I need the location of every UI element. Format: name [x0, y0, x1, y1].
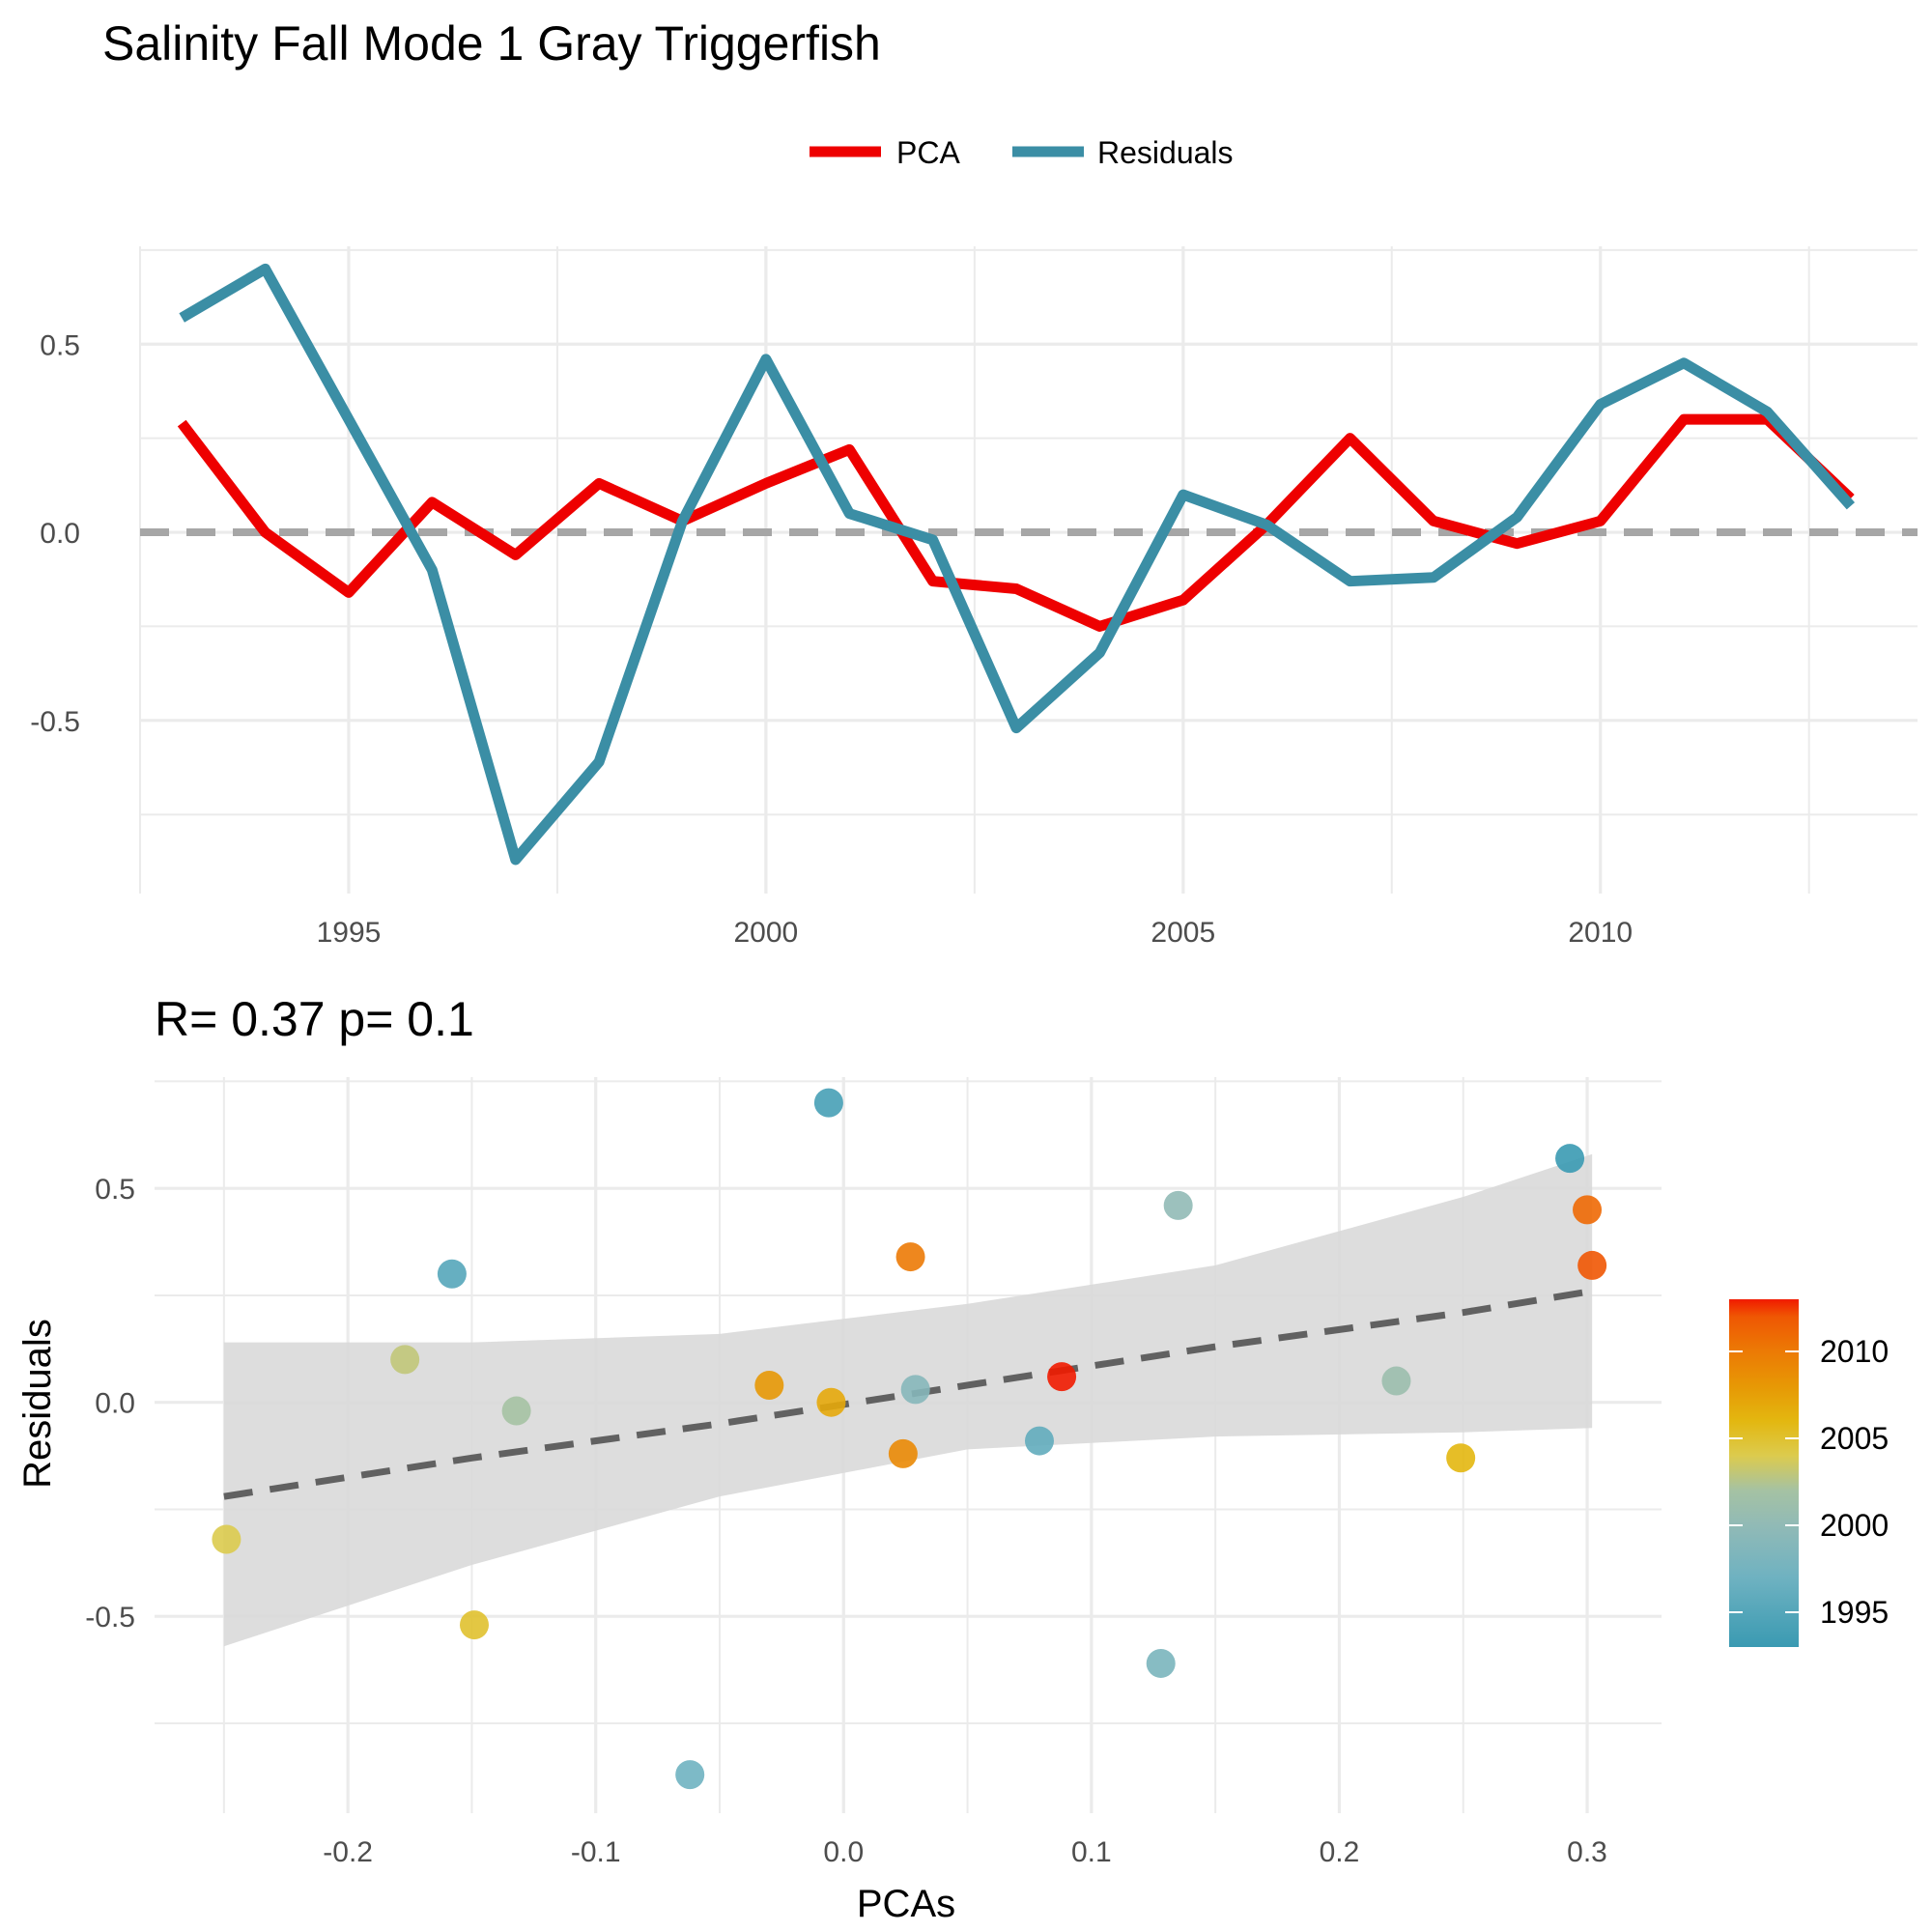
- scatter-point: [888, 1438, 918, 1468]
- x-tick-label: 2000: [734, 917, 799, 949]
- scatter-point: [754, 1370, 784, 1400]
- scatter-point: [895, 1242, 925, 1272]
- scatter-point: [437, 1259, 467, 1289]
- scatter-point: [816, 1387, 846, 1417]
- scatter-panel: -0.2 -0.1 0.0 0.1 0.2 0.3 -0.5 0.0 0.5 PCAs Resi…: [16, 1077, 1662, 1925]
- scatter-point: [1446, 1443, 1476, 1473]
- scatter-axis-ticks: -0.2 -0.1 0.0 0.1 0.2 0.3 -0.5 0.0 0.5: [85, 1174, 1607, 1868]
- chart-title: Salinity Fall Mode 1 Gray Triggerfish: [102, 16, 881, 71]
- y-tick-label: 0.5: [95, 1174, 135, 1206]
- x-tick-label: 0.2: [1320, 1836, 1360, 1868]
- scatter-point: [1573, 1195, 1603, 1225]
- scatter-point: [900, 1375, 930, 1405]
- colorbar-gradient: [1729, 1299, 1799, 1647]
- scatter-point: [1381, 1366, 1411, 1396]
- x-tick-label: 0.1: [1071, 1836, 1112, 1868]
- y-axis-title: Residuals: [16, 1319, 59, 1489]
- y-tick-label: 0.5: [40, 329, 80, 361]
- regression-fit-line: [223, 1288, 1593, 1500]
- legend-label-pca: PCA: [896, 135, 960, 170]
- x-tick-label: 0.0: [823, 1836, 864, 1868]
- scatter-point: [1555, 1144, 1585, 1174]
- colorbar-tick-label: 2000: [1820, 1508, 1889, 1543]
- colorbar-ticks: 1995 2000 2005 2010: [1729, 1334, 1889, 1630]
- scatter-point: [1577, 1250, 1607, 1280]
- scatter-point: [1047, 1362, 1077, 1392]
- x-axis-title: PCAs: [857, 1883, 955, 1925]
- y-tick-label: -0.5: [30, 706, 80, 738]
- timeseries-panel: 1995 2000 2005 2010 -0.5 0.0 0.5: [30, 246, 1918, 949]
- correlation-subtitle: R= 0.37 p= 0.1: [155, 992, 474, 1046]
- y-tick-label: 0.0: [95, 1388, 135, 1420]
- colorbar-tick-label: 1995: [1820, 1595, 1889, 1630]
- x-tick-label: 2010: [1568, 917, 1633, 949]
- scatter-point: [459, 1610, 489, 1640]
- scatter-point: [501, 1396, 531, 1426]
- scatter-point: [212, 1524, 242, 1554]
- colorbar-tick-label: 2005: [1820, 1421, 1889, 1456]
- scatter-point: [390, 1345, 420, 1375]
- scatter-point: [813, 1088, 843, 1118]
- timeseries-lines: [177, 263, 1856, 866]
- y-tick-label: 0.0: [40, 518, 80, 550]
- x-tick-label: 0.3: [1567, 1836, 1607, 1868]
- colorbar-tick-label: 2010: [1820, 1334, 1889, 1369]
- scatter-point: [675, 1760, 705, 1790]
- scatter-point: [1163, 1190, 1193, 1220]
- year-colorbar: 1995 2000 2005 2010: [1729, 1299, 1889, 1647]
- legend: PCA Residuals: [810, 135, 1234, 170]
- scatter-points: [212, 1088, 1607, 1790]
- y-tick-label: -0.5: [85, 1602, 135, 1634]
- series-line-residuals: [179, 263, 1856, 866]
- scatter-point: [1146, 1648, 1176, 1678]
- timeseries-axis-ticks: 1995 2000 2005 2010 -0.5 0.0 0.5: [30, 329, 1633, 949]
- x-tick-label: -0.1: [571, 1836, 621, 1868]
- x-tick-label: 1995: [317, 917, 382, 949]
- series-line-pca: [177, 413, 1855, 632]
- x-tick-label: 2005: [1151, 917, 1215, 949]
- x-tick-label: -0.2: [323, 1836, 373, 1868]
- scatter-point: [1024, 1426, 1054, 1456]
- legend-label-residuals: Residuals: [1097, 135, 1234, 170]
